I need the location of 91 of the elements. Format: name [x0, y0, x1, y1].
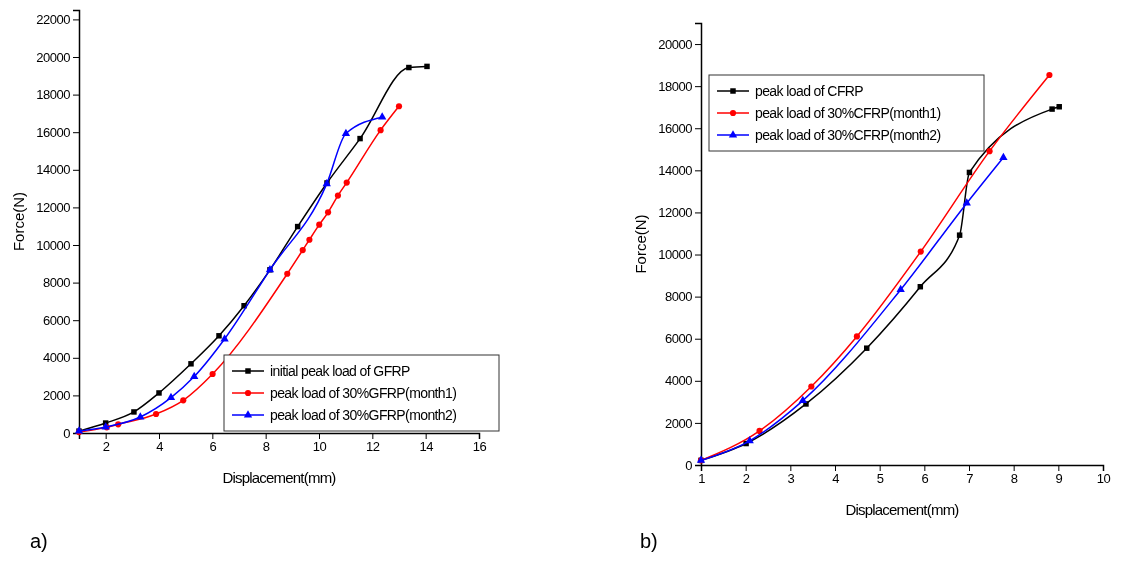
- point: [284, 270, 291, 277]
- point: [357, 135, 363, 142]
- point: [152, 410, 160, 418]
- point: [863, 345, 870, 351]
- y-axis-title: Force(N): [632, 214, 649, 274]
- y-tick-label: 0: [63, 425, 71, 441]
- point: [917, 248, 924, 255]
- point: [316, 221, 323, 228]
- y-tick-label: 10000: [36, 237, 71, 253]
- legend-label: peak load of 30%GFRP(month1): [270, 385, 457, 401]
- x-tick-label: 12: [366, 439, 380, 455]
- point: [377, 127, 384, 134]
- x-tick-label: 10: [1096, 471, 1111, 487]
- x-tick-label: 4: [832, 471, 840, 487]
- point: [808, 383, 815, 390]
- point: [1049, 106, 1055, 112]
- x-tick-label: 8: [262, 439, 270, 455]
- point: [324, 209, 332, 216]
- y-tick-label: 4000: [43, 350, 71, 366]
- point: [999, 152, 1008, 160]
- point: [896, 284, 905, 293]
- legend-label: peak load of CFRP: [755, 83, 864, 99]
- point: [756, 427, 763, 434]
- legend-label: peak load of 30%CFRP(month2): [755, 127, 941, 143]
- x-tick-label: 10: [312, 439, 327, 455]
- point: [334, 192, 342, 199]
- x-axis-title: Displacement(mm): [845, 501, 960, 518]
- y-tick-label: 20000: [658, 36, 693, 52]
- legend-label: peak load of 30%CFRP(month1): [755, 105, 941, 121]
- x-tick-label: 2: [102, 439, 110, 455]
- legend-label: initial peak load of GFRP: [270, 363, 411, 379]
- point: [180, 397, 187, 404]
- text: a): [30, 530, 48, 552]
- x-tick-label: 5: [876, 471, 884, 487]
- y-tick-label: 2000: [665, 415, 693, 431]
- x-tick-label: 8: [1010, 471, 1018, 487]
- text: b): [640, 530, 658, 552]
- point: [131, 409, 137, 415]
- y-tick-label: 6000: [665, 331, 693, 347]
- y-tick-label: 18000: [658, 78, 693, 94]
- y-tick-label: 22000: [36, 12, 71, 28]
- point: [166, 392, 176, 401]
- x-tick-label: 1: [698, 471, 706, 487]
- x-axis-title: Displacement(mm): [222, 469, 337, 486]
- point: [1056, 104, 1062, 110]
- x-tick-label: 7: [966, 471, 974, 487]
- y-tick-label: 14000: [36, 162, 71, 178]
- y-tick-label: 12000: [658, 205, 693, 221]
- point: [962, 198, 971, 206]
- point: [209, 370, 216, 378]
- x-tick-label: 16: [472, 439, 487, 455]
- y-tick-label: 4000: [665, 373, 693, 389]
- x-tick-label: 9: [1055, 471, 1063, 487]
- y-tick-label: 6000: [43, 312, 71, 328]
- y-tick-label: 8000: [43, 275, 71, 291]
- point: [956, 232, 963, 238]
- legend-label: peak load of 30%GFRP(month2): [270, 407, 457, 423]
- y-tick-label: 2000: [43, 388, 71, 404]
- y-tick-label: 14000: [658, 162, 693, 178]
- point: [188, 361, 194, 367]
- point: [306, 236, 313, 243]
- point: [424, 63, 430, 70]
- y-tick-label: 16000: [36, 124, 71, 140]
- point: [190, 371, 199, 379]
- y-tick-label: 0: [685, 457, 693, 473]
- x-tick-label: 3: [787, 471, 795, 487]
- point: [986, 148, 993, 155]
- point: [378, 112, 387, 120]
- point: [343, 179, 350, 186]
- point: [798, 395, 807, 403]
- y-tick-label: 20000: [36, 49, 71, 65]
- point: [395, 103, 403, 110]
- point: [1046, 71, 1053, 79]
- x-tick-label: 6: [209, 439, 217, 455]
- y-tick-label: 12000: [36, 200, 71, 216]
- point: [406, 64, 412, 71]
- y-axis-title: Force(N): [10, 191, 27, 252]
- y-tick-label: 10000: [658, 247, 693, 263]
- point: [299, 246, 306, 254]
- point: [216, 333, 222, 339]
- x-tick-label: 14: [419, 439, 434, 455]
- x-tick-label: 2: [742, 471, 750, 487]
- x-tick-label: 4: [156, 439, 164, 455]
- y-tick-label: 18000: [36, 87, 71, 103]
- point: [745, 435, 754, 444]
- point: [853, 333, 860, 340]
- point: [341, 128, 351, 136]
- y-tick-label: 8000: [665, 289, 693, 305]
- x-tick-label: 6: [921, 471, 929, 487]
- y-tick-label: 16000: [658, 120, 693, 136]
- point: [156, 390, 162, 396]
